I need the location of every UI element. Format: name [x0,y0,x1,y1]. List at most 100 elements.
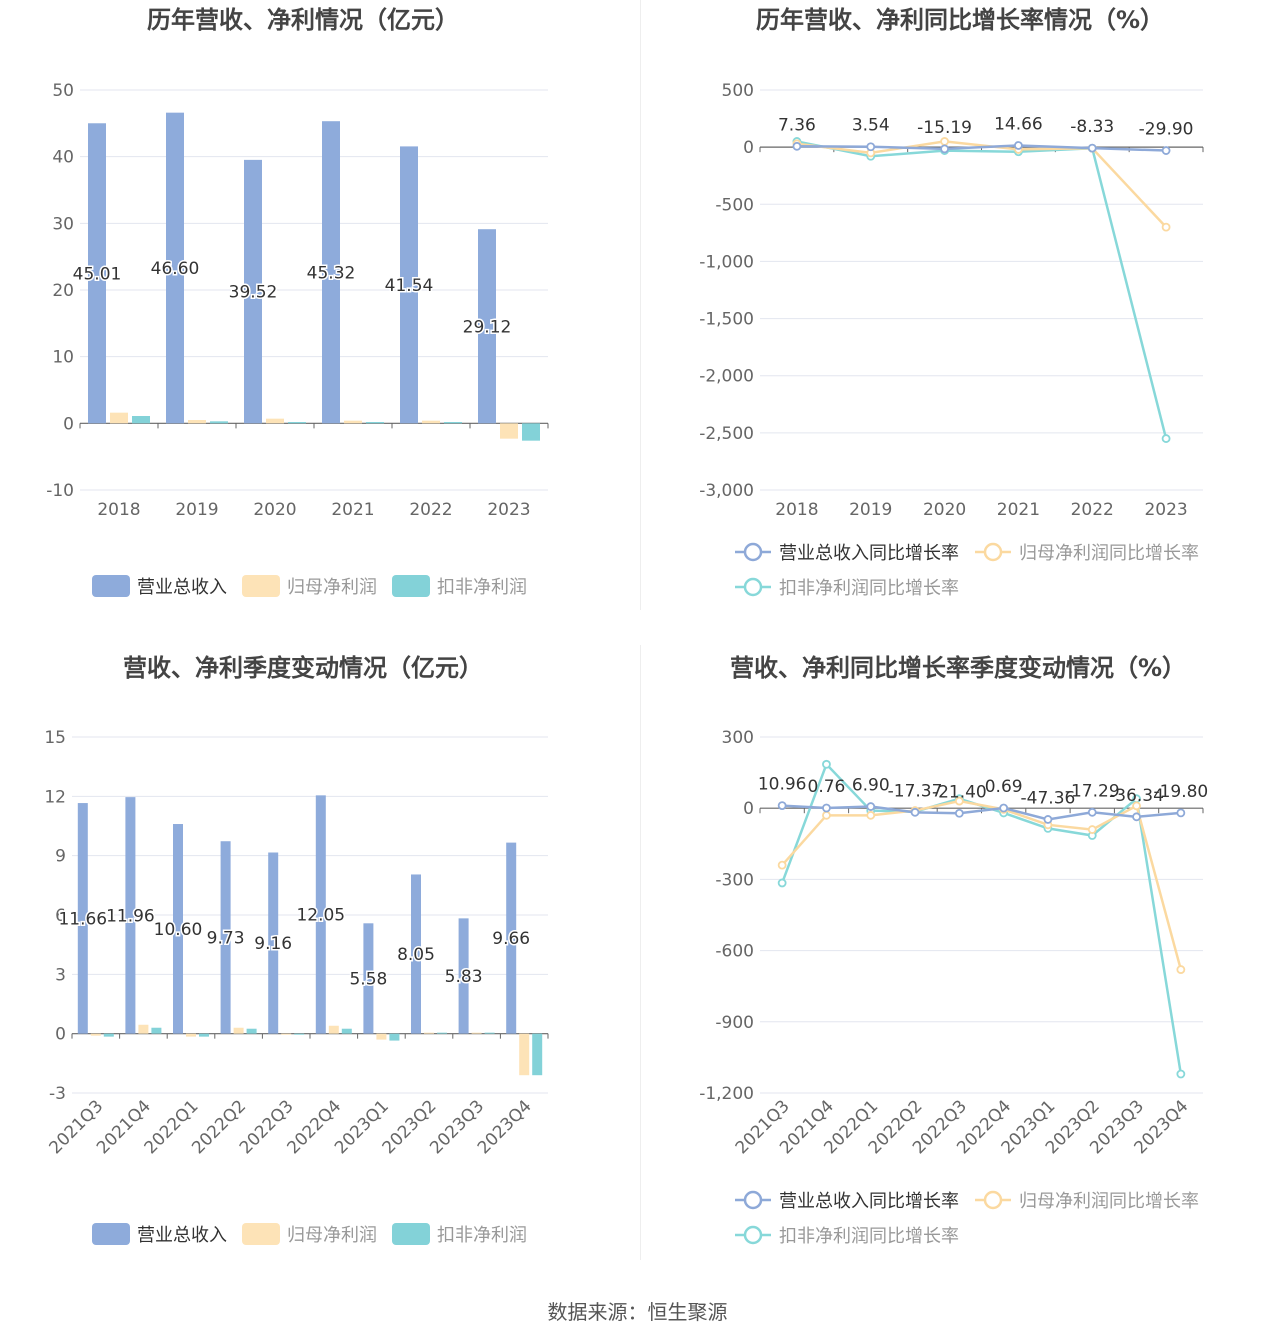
quarter-line-svg: 营收、净利同比增长率季度变动情况（%） 300 0 -300 -600 -900 -1,20… [699,654,1208,1247]
legend-marker [743,542,763,562]
bar-revenue [458,918,469,1034]
data-label: 6.90 [852,776,890,796]
legend-marker [743,1225,763,1245]
x-tick-label: 2019 [175,500,218,520]
data-point [940,137,949,146]
data-label: 9.66 [492,929,530,949]
y-tick-label: 6 [55,906,66,926]
bar-deducted-profit [484,1032,495,1034]
legend-label: 归母净利润 [287,1225,377,1246]
y-tick-label: 0 [55,1025,66,1045]
x-tick-label: 2023 [487,500,530,520]
y-tick-label: 10 [52,348,74,368]
data-point [999,803,1009,813]
legend-marker [743,577,763,597]
y-tick-label: -1,200 [699,1084,754,1104]
data-point [822,803,831,813]
y-tick-label: -600 [715,942,754,962]
bar-revenue [411,874,421,1034]
legend-swatch [392,575,430,597]
data-label: 46.60 [151,259,200,279]
y-tick-label: 20 [52,281,74,301]
data-label: -21.40 [932,782,987,802]
data-point [1176,1069,1186,1079]
legend-label: 营业总收入同比增长率 [779,543,959,564]
data-label: 12.05 [296,906,345,926]
legend-label: 营业总收入 [137,577,227,598]
data-label: 45.32 [307,263,356,283]
legend-swatch [92,575,130,597]
chart-title: 历年营收、净利情况（亿元） [147,6,459,34]
data-label: 9.73 [207,928,245,948]
bar-revenue [125,797,136,1034]
bar-parent-profit [519,1033,530,1076]
data-label: -17.37 [888,781,943,801]
data-label: 10.60 [154,920,203,940]
data-label: 14.66 [994,114,1043,134]
bar-parent-profit [188,420,206,424]
data-label: 0.76 [808,777,846,797]
data-source-footer: 数据来源：恒生聚源 [547,1300,728,1324]
legend-label: 扣非净利润同比增长率 [779,578,959,599]
data-point [1087,825,1097,834]
data-label: -17.29 [1065,781,1120,801]
y-tick-label: -3,000 [699,481,754,501]
y-tick-label: 9 [55,847,66,867]
y-tick-label: -500 [715,195,754,215]
data-label: -36.34 [1109,786,1164,806]
bar-parent-profit [90,1033,101,1036]
data-label: 9.16 [254,934,292,954]
bar-deducted-profit [151,1027,162,1034]
data-point [1087,143,1097,153]
data-label: -29.90 [1139,120,1194,140]
data-label: -47.36 [1021,788,1076,808]
legend-label: 扣非净利润 [437,1225,527,1246]
y-tick-label: 0 [743,138,754,158]
legend-swatch [242,575,280,597]
bar-parent-profit [328,1025,339,1034]
data-point [940,144,949,154]
bar-revenue [400,146,418,424]
chart-title: 营收、净利季度变动情况（亿元） [123,654,483,682]
x-tick-label: 2023 [1144,500,1187,520]
data-label: 41.54 [385,276,434,296]
y-tick-label: -10 [46,481,74,501]
bar-parent-profit [266,418,284,424]
y-tick-label: -1,500 [699,310,754,330]
bar-deducted-profit [532,1033,543,1076]
x-tick-label: 2021 [997,500,1040,520]
x-tick-label: 2018 [97,500,140,520]
data-point [1043,815,1053,824]
chart-title: 历年营收、净利同比增长率情况（%） [756,6,1164,34]
data-point [954,808,964,818]
data-point [866,802,876,811]
y-tick-label: -900 [715,1013,754,1033]
bar-deducted-profit [199,1033,209,1037]
bar-deducted-profit [437,1032,447,1034]
data-point [1161,146,1171,155]
annual-revenue-profit-chart: 历年营收、净利情况（亿元） 50 40 30 20 10 0 -10 2018 2019 2020 2… [0,0,637,640]
data-label: 0.69 [985,777,1023,797]
bar-revenue [506,842,517,1034]
series-line [796,140,1168,439]
bar-deducted-profit [341,1028,352,1034]
data-point [910,807,920,817]
data-point [1014,141,1023,150]
bar-revenue [322,121,340,424]
x-tick-label: 2018 [775,500,818,520]
x-tick-label: 2022 [1071,500,1114,520]
bar-parent-profit [422,420,440,424]
bottom-divider [640,645,641,1260]
chart-title: 营收、净利同比增长率季度变动情况（%） [730,654,1186,682]
bar-deducted-profit [246,1028,257,1034]
data-label: -19.80 [1153,782,1208,802]
bar-deducted-profit [210,421,228,424]
bar-parent-profit [186,1033,196,1037]
y-tick-label: 500 [722,81,754,101]
data-label: 5.83 [445,967,483,987]
legend-label: 扣非净利润同比增长率 [779,1226,959,1247]
data-point [1176,808,1186,818]
bar-revenue [268,852,279,1034]
y-tick-label: 40 [52,148,74,168]
series-line [796,144,1167,152]
